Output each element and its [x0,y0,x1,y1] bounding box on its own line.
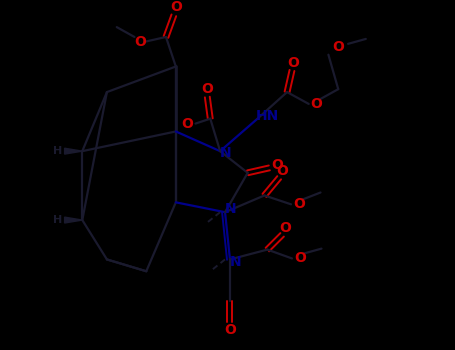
Text: H: H [53,146,62,156]
Text: N: N [225,202,237,216]
Text: HN: HN [256,109,279,123]
Polygon shape [65,217,82,223]
Text: O: O [202,82,213,96]
Text: O: O [224,323,236,337]
Text: N: N [230,256,242,270]
Text: O: O [271,158,283,172]
Text: O: O [293,197,305,211]
Polygon shape [65,148,82,154]
Text: O: O [332,40,344,54]
Text: O: O [170,0,182,14]
Text: O: O [134,35,147,49]
Text: H: H [53,215,62,225]
Text: O: O [311,97,323,111]
Text: O: O [182,117,193,131]
Text: O: O [276,164,288,178]
Text: O: O [287,56,299,70]
Text: O: O [279,221,291,235]
Text: N: N [220,146,232,160]
Text: O: O [294,251,306,265]
